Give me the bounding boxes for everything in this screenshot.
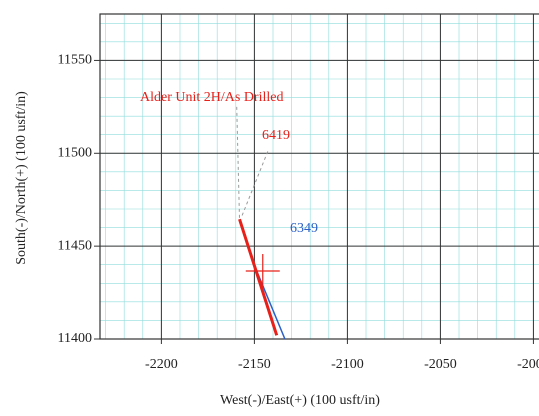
- well-path: [238, 218, 279, 336]
- annotation: Alder Unit 2H/As Drilled: [140, 90, 283, 105]
- y-tick-label: 11400: [58, 331, 92, 346]
- x-tick-label: -2100: [331, 357, 364, 372]
- annotation: 6419: [262, 128, 290, 143]
- x-tick-label: -2050: [424, 357, 457, 372]
- y-tick-label: 11500: [58, 146, 92, 161]
- well-path: [236, 106, 241, 220]
- x-axis-label: West(-)/East(+) (100 usft/in): [220, 393, 380, 408]
- x-tick-label: -2150: [238, 357, 271, 372]
- y-tick-label: 11450: [58, 238, 92, 253]
- y-axis-label: South(-)/North(+) (100 usft/in): [14, 91, 29, 265]
- x-tick-label: -2200: [145, 357, 178, 372]
- x-tick-label: -2000: [517, 357, 539, 372]
- plot-frame: [99, 13, 539, 340]
- annotation: 6349: [290, 221, 318, 236]
- y-tick-label: 11550: [58, 53, 92, 68]
